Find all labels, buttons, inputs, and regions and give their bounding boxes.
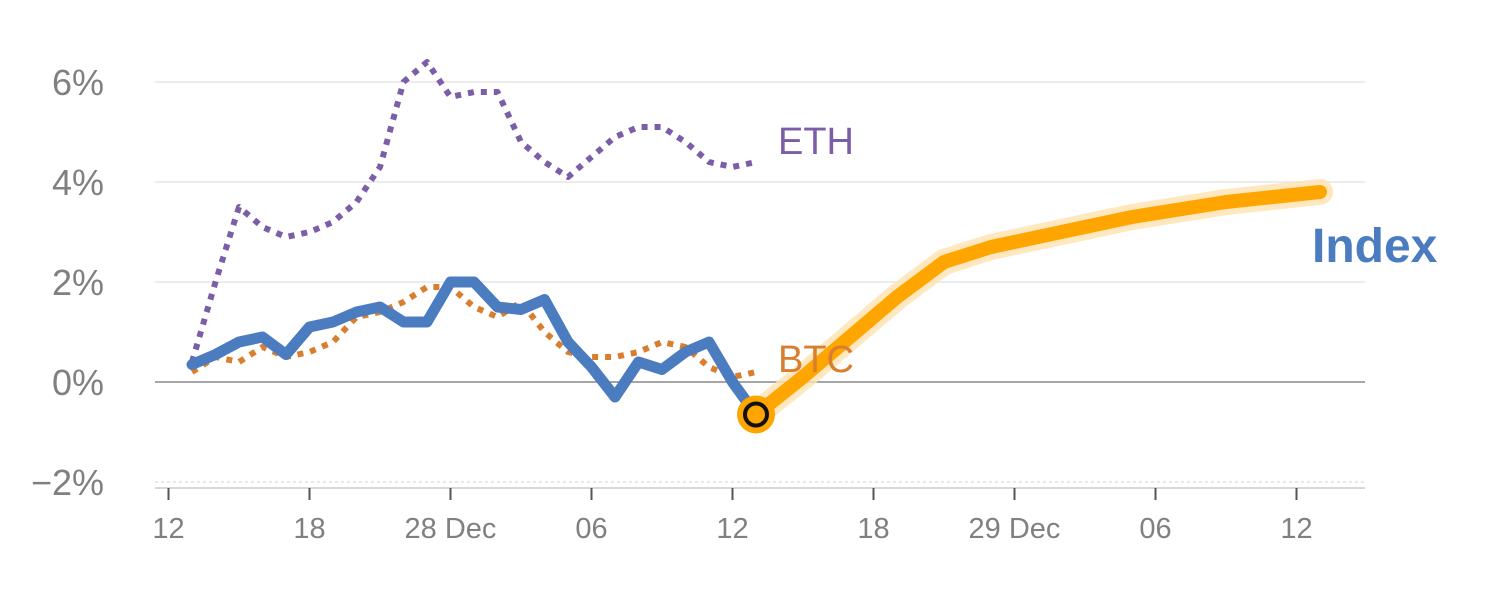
y-tick-label: 4%	[52, 162, 104, 203]
eth-series-line	[189, 59, 757, 363]
highlight-point	[743, 401, 769, 428]
btc-series-label: BTC	[778, 339, 854, 381]
x-tick-label: 12	[152, 513, 184, 545]
x-axis	[155, 487, 1365, 500]
y-tick-label: 0%	[52, 362, 104, 403]
x-tick-label: 18	[857, 513, 889, 545]
forecast-line	[749, 185, 1327, 422]
y-tick-label: 2%	[52, 262, 104, 303]
index-series-line	[186, 276, 762, 420]
y-tick-label: 6%	[52, 62, 104, 103]
y-axis-labels: 6% 4% 2% 0% −2%	[31, 62, 104, 503]
index-series-label: Index	[1312, 220, 1438, 273]
x-tick-label: 06	[1139, 513, 1171, 545]
series-lines	[186, 59, 1333, 434]
y-tick-label: −2%	[31, 462, 104, 503]
forecast-band	[743, 179, 1333, 428]
grid-lines	[155, 81, 1365, 483]
x-tick-label: 29 Dec	[969, 513, 1061, 545]
x-tick-label: 18	[293, 513, 325, 545]
x-tick-label: 12	[1280, 513, 1312, 545]
x-tick-label: 12	[716, 513, 748, 545]
x-tick-label: 06	[575, 513, 607, 545]
x-tick-label: 28 Dec	[405, 513, 497, 545]
eth-series-label: ETH	[778, 121, 854, 163]
x-axis-labels: 12 18 28 Dec 06 12 18 29 Dec 06 12	[152, 513, 1312, 545]
